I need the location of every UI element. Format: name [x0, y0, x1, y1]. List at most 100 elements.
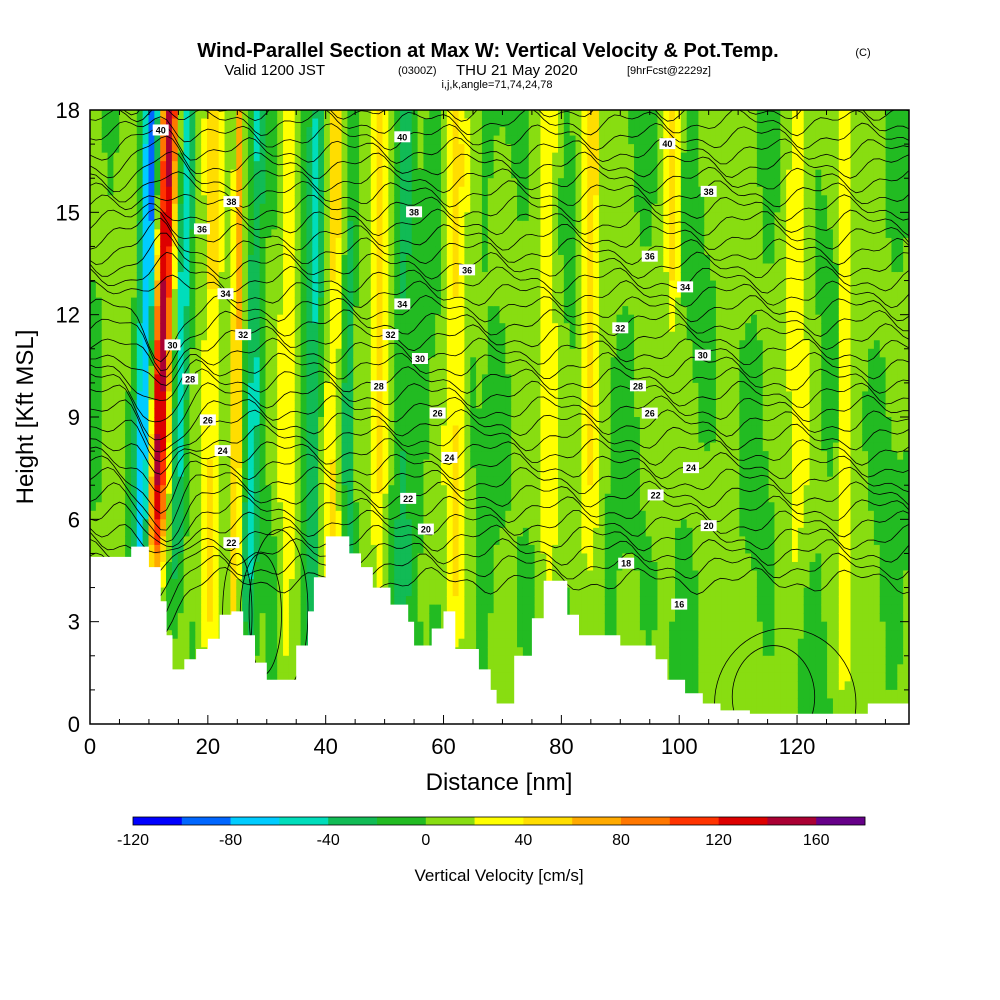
y-axis-label: Height [Kft MSL]	[12, 330, 39, 505]
contour-label-box	[694, 349, 711, 361]
contour-label: 40	[152, 124, 169, 136]
contour-label: 30	[411, 353, 428, 365]
contour-label-text: 24	[686, 463, 696, 473]
x-tick-label: 20	[196, 734, 220, 759]
contour-label-text: 20	[704, 521, 714, 531]
valid-time: Valid 1200 JST	[224, 62, 325, 79]
contour-label: 32	[382, 329, 399, 341]
grid-indices: i,j,k,angle=71,74,24,78	[441, 79, 552, 91]
contour-label-box	[641, 250, 658, 262]
contour-label: 20	[417, 523, 434, 535]
colorbar-tick-label: -120	[117, 832, 149, 849]
y-tick-label: 6	[68, 507, 80, 532]
contour-label-box	[400, 492, 417, 504]
contour-label-text: 38	[409, 207, 419, 217]
contour-label: 38	[406, 206, 423, 218]
contour-label-box	[647, 489, 664, 501]
contour-label-text: 40	[156, 125, 166, 135]
colorbar-swatch	[133, 817, 183, 825]
contour-label: 24	[682, 462, 699, 474]
contour-label: 34	[217, 288, 234, 300]
colorbar-swatch	[718, 817, 768, 825]
contour-label: 28	[182, 373, 199, 385]
y-tick-label: 15	[56, 200, 80, 225]
contour-label-text: 20	[421, 525, 431, 535]
contour-label: 32	[612, 322, 629, 334]
contour-label-box	[629, 380, 646, 392]
contour-label-text: 16	[674, 600, 684, 610]
contour-label-text: 26	[645, 409, 655, 419]
contour-label-box	[406, 206, 423, 218]
colorbar-swatch	[279, 817, 329, 825]
terrain-shape	[90, 536, 909, 724]
colorbar-tick-label: 160	[803, 832, 830, 849]
x-tick-label: 0	[84, 734, 96, 759]
contour-label-box	[193, 223, 210, 235]
contour-label-text: 34	[397, 299, 407, 309]
colorbar-swatch	[767, 817, 817, 825]
contour-label-box	[199, 414, 216, 426]
colorbar-swatch	[230, 817, 280, 825]
contour-label-text: 32	[385, 330, 395, 340]
chart-title: Wind-Parallel Section at Max W: Vertical…	[197, 40, 778, 62]
colorbar-tick-label: 80	[612, 832, 630, 849]
contour-label-box	[223, 196, 240, 208]
colorbar-swatch	[523, 817, 573, 825]
colorbar-tick-label: 0	[421, 832, 430, 849]
contour-label-text: 26	[203, 415, 213, 425]
contour-label-box	[214, 445, 231, 457]
contour-label-text: 28	[633, 381, 643, 391]
forecast-info: [9hrFcst@2229z]	[627, 65, 711, 77]
contour-label: 26	[199, 414, 216, 426]
contour-label-box	[700, 520, 717, 532]
contour-label-text: 38	[226, 197, 236, 207]
contour-label: 28	[629, 380, 646, 392]
contour-label: 36	[641, 250, 658, 262]
contour-label-text: 32	[615, 323, 625, 333]
contour-label-text: 30	[167, 340, 177, 350]
contour-label-text: 22	[651, 490, 661, 500]
valid-date: THU 21 May 2020	[456, 62, 578, 79]
colorbar-swatch	[621, 817, 671, 825]
x-tick-label: 100	[661, 734, 698, 759]
contour-label-text: 22	[226, 538, 236, 548]
contour-label: 24	[214, 445, 231, 457]
y-tick-label: 18	[56, 98, 80, 123]
contour-label-text: 28	[185, 374, 195, 384]
colorbar-swatch	[816, 817, 866, 825]
colorbar-frame	[132, 816, 866, 826]
contour-label-text: 28	[374, 381, 384, 391]
contour-label-box	[182, 373, 199, 385]
contour-label-box	[152, 124, 169, 136]
contour-label-box	[641, 407, 658, 419]
colorbar-title: Vertical Velocity [cm/s]	[414, 866, 583, 885]
contour-label: 40	[394, 131, 411, 143]
colorbar-swatch	[181, 817, 231, 825]
y-tick-label: 12	[56, 303, 80, 328]
title-block: Wind-Parallel Section at Max W: Vertical…	[197, 40, 870, 91]
contour-label-text: 34	[680, 282, 690, 292]
contour-label: 38	[700, 185, 717, 197]
contour-label-box	[164, 339, 181, 351]
contour-label: 40	[659, 138, 676, 150]
contour-label-box	[441, 451, 458, 463]
y-tick-label: 9	[68, 405, 80, 430]
terrain-mask	[90, 536, 909, 724]
contour-label-box	[223, 537, 240, 549]
contour-label-text: 24	[218, 446, 228, 456]
colorbar-tick-label: -80	[219, 832, 242, 849]
colorbar-swatch	[328, 817, 378, 825]
contour-label: 34	[677, 281, 694, 293]
copyright-mark: (C)	[855, 47, 870, 59]
contour-label: 30	[164, 339, 181, 351]
contour-label: 36	[193, 223, 210, 235]
x-tick-label: 60	[431, 734, 455, 759]
contour-label-text: 26	[433, 409, 443, 419]
colorbar-swatch	[669, 817, 719, 825]
contour-label: 18	[618, 557, 635, 569]
contour-label-box	[394, 131, 411, 143]
contour-label-box	[411, 353, 428, 365]
colorbar-swatch	[425, 817, 475, 825]
